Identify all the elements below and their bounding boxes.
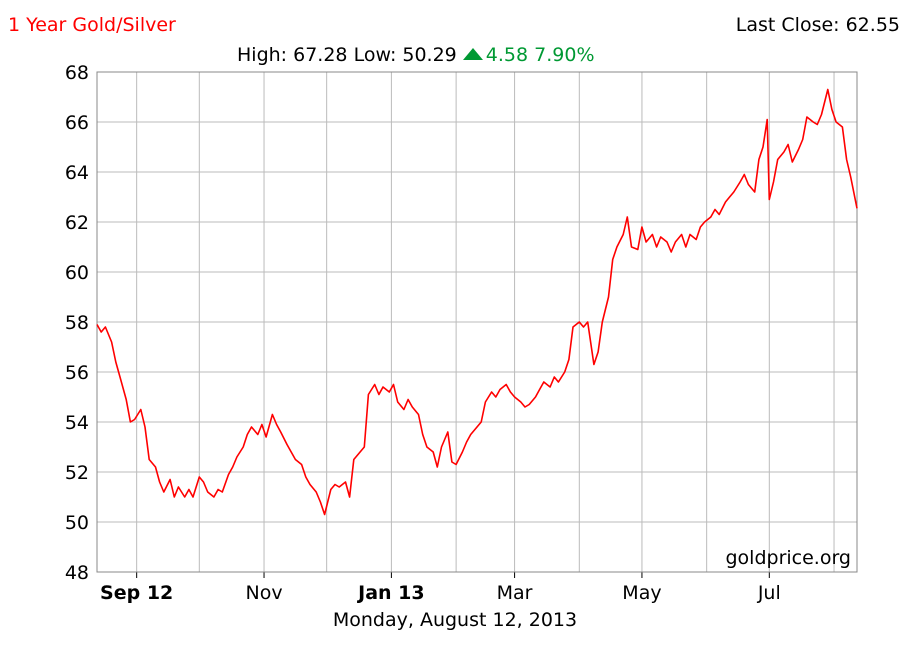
y-tick-label: 58	[65, 312, 89, 334]
change-percent: 7.90%	[534, 44, 595, 66]
x-tick-label: Mar	[497, 582, 533, 604]
low-label: Low: 50.29	[353, 44, 457, 66]
y-tick-label: 64	[65, 162, 89, 184]
plot-frame	[96, 71, 858, 573]
price-stats: High: 67.28 Low: 50.29 4.58 7.90%	[237, 44, 595, 66]
y-tick-label: 68	[65, 62, 89, 84]
y-tick-label: 60	[65, 262, 89, 284]
y-tick-label: 62	[65, 212, 89, 234]
x-tick-label: May	[622, 582, 661, 604]
x-tick-label: Sep 12	[100, 582, 173, 604]
footer-date: Monday, August 12, 2013	[333, 609, 577, 631]
y-tick-label: 52	[65, 462, 89, 484]
watermark: goldprice.org	[725, 547, 851, 569]
y-tick-label: 66	[65, 112, 89, 134]
x-tick-label: Nov	[245, 582, 282, 604]
change-value: 4.58	[485, 44, 529, 66]
up-triangle-icon	[462, 48, 483, 60]
y-tick-label: 50	[65, 512, 89, 534]
y-tick-label: 48	[65, 562, 89, 584]
y-tick-label: 56	[65, 362, 89, 384]
x-tick-label: Jan 13	[356, 582, 424, 604]
y-tick-label: 54	[65, 412, 89, 434]
series-line	[96, 88, 858, 516]
last-close-label: Last Close: 62.55	[735, 14, 900, 36]
x-tick-label: Jul	[757, 582, 781, 604]
chart-title: 1 Year Gold/Silver	[8, 14, 176, 36]
high-label: High: 67.28	[237, 44, 348, 66]
